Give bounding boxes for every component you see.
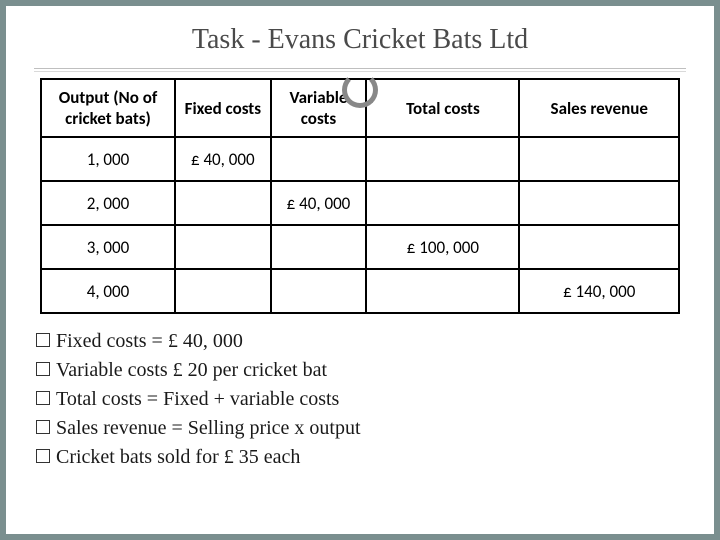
header-total: Total costs [366, 79, 519, 137]
table-container: Output (No of cricket bats) Fixed costs … [6, 78, 714, 314]
cell-variable [271, 137, 367, 181]
table-row: 1, 000 £ 40, 000 [41, 137, 679, 181]
list-item: Cricket bats sold for £ 35 each [36, 444, 684, 471]
cell-total [366, 269, 519, 313]
bullet-text: Sales revenue = Selling price x output [56, 415, 361, 442]
cell-fixed [175, 181, 271, 225]
cell-fixed [175, 225, 271, 269]
bullet-list: Fixed costs = £ 40, 000 Variable costs £… [6, 314, 714, 471]
bullet-text: Variable costs £ 20 per cricket bat [56, 357, 327, 384]
cell-total: £ 100, 000 [366, 225, 519, 269]
list-item: Fixed costs = £ 40, 000 [36, 328, 684, 355]
cell-output: 1, 000 [41, 137, 175, 181]
table-row: 4, 000 £ 140, 000 [41, 269, 679, 313]
divider [34, 68, 686, 69]
cell-variable: £ 40, 000 [271, 181, 367, 225]
cell-sales: £ 140, 000 [519, 269, 679, 313]
square-bullet-icon [36, 420, 50, 434]
page-title: Task - Evans Cricket Bats Ltd [6, 6, 714, 68]
cell-output: 2, 000 [41, 181, 175, 225]
list-item: Sales revenue = Selling price x output [36, 415, 684, 442]
list-item: Total costs = Fixed + variable costs [36, 386, 684, 413]
costs-table: Output (No of cricket bats) Fixed costs … [40, 78, 680, 314]
cell-sales [519, 137, 679, 181]
bullet-text: Cricket bats sold for £ 35 each [56, 444, 300, 471]
cell-total [366, 137, 519, 181]
header-fixed: Fixed costs [175, 79, 271, 137]
cell-variable [271, 269, 367, 313]
cell-total [366, 181, 519, 225]
square-bullet-icon [36, 333, 50, 347]
header-sales: Sales revenue [519, 79, 679, 137]
cell-output: 3, 000 [41, 225, 175, 269]
loading-icon [342, 72, 378, 108]
list-item: Variable costs £ 20 per cricket bat [36, 357, 684, 384]
slide: Task - Evans Cricket Bats Ltd Output (No… [6, 6, 714, 534]
header-output: Output (No of cricket bats) [41, 79, 175, 137]
square-bullet-icon [36, 362, 50, 376]
cell-fixed [175, 269, 271, 313]
square-bullet-icon [36, 449, 50, 463]
table-row: 3, 000 £ 100, 000 [41, 225, 679, 269]
cell-variable [271, 225, 367, 269]
bullet-text: Fixed costs = £ 40, 000 [56, 328, 243, 355]
table-row: 2, 000 £ 40, 000 [41, 181, 679, 225]
cell-sales [519, 225, 679, 269]
cell-fixed: £ 40, 000 [175, 137, 271, 181]
cell-output: 4, 000 [41, 269, 175, 313]
cell-sales [519, 181, 679, 225]
square-bullet-icon [36, 391, 50, 405]
bullet-text: Total costs = Fixed + variable costs [56, 386, 339, 413]
